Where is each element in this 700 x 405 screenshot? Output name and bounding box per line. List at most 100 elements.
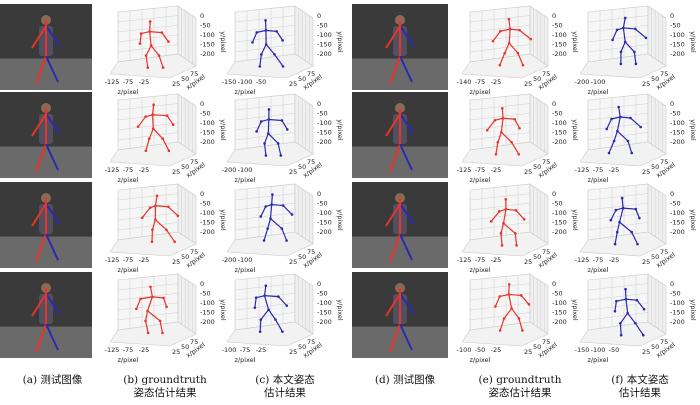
skeleton-bone: [618, 106, 621, 118]
z-axis-label: z/pixel: [118, 88, 139, 96]
skeleton-bone: [148, 128, 154, 139]
skeleton-joint: [269, 217, 272, 220]
skeleton-joint: [518, 126, 521, 130]
skeleton-bone: [621, 198, 624, 209]
skeleton-bone: [31, 113, 47, 137]
skeleton-bone: [500, 223, 505, 234]
skeleton-joint: [253, 306, 257, 309]
skeleton-bone: [399, 25, 415, 47]
skeleton-joint: [151, 295, 154, 299]
skeleton-joint: [634, 321, 637, 325]
z-tick-label: -75: [123, 78, 134, 86]
x-tick-label: 25: [524, 348, 532, 356]
z-tick-label: -50: [475, 346, 486, 354]
skeleton-joint: [616, 129, 619, 133]
y-tick-label: -200: [552, 318, 567, 326]
z-tick-label: -50: [256, 78, 267, 86]
skeleton-bone: [150, 45, 160, 56]
skeleton-bone: [511, 308, 520, 319]
z-tick-label: -25: [256, 346, 267, 354]
skeleton-joint: [267, 118, 271, 121]
skeleton-bone: [269, 204, 273, 219]
z-axis-label: z/pixel: [235, 176, 256, 184]
skeleton-bone: [627, 140, 633, 154]
skeleton-bone: [519, 29, 532, 40]
skeleton-bone: [502, 209, 507, 224]
skeleton-joint: [615, 28, 619, 32]
y-tick-label: -200: [317, 50, 332, 58]
skeleton-joint: [263, 294, 266, 297]
caption-line: (c) 本文姿态: [255, 374, 315, 386]
skeleton-joint: [136, 125, 140, 128]
skeleton-bone: [267, 218, 272, 229]
x-tick-label: 25: [172, 258, 180, 266]
skeleton-joint: [290, 213, 294, 216]
z-axis-label: z/pixel: [235, 356, 256, 364]
skeleton-bone: [495, 142, 499, 155]
y-tick-label: -150: [670, 219, 685, 227]
y-tick-label: -150: [670, 41, 685, 49]
skeleton-joint: [267, 308, 270, 311]
z-tick-label: -100: [238, 166, 253, 174]
caption-line: (e) groundtruth: [478, 374, 562, 386]
skeleton-joint: [259, 318, 263, 321]
z-tick-label: -100: [238, 256, 253, 264]
skeleton-joint: [624, 297, 628, 301]
skeleton-joint: [259, 215, 263, 218]
z-tick-label: -75: [240, 346, 251, 354]
y-tick-label: -50: [317, 110, 328, 118]
skeleton-bone: [633, 51, 637, 64]
skeleton-bone: [251, 32, 258, 43]
skeleton-bone: [35, 323, 47, 353]
pose-plot-e: 0 -50-100 -150-200 y/pixel -125 -75 -25z/pixel…: [457, 183, 579, 274]
skeleton-bone: [256, 121, 262, 132]
skeleton-bone: [500, 131, 512, 143]
y-axis-label: y/pixel: [689, 119, 697, 141]
skeleton-joint: [504, 208, 508, 211]
skeleton-joint: [171, 123, 175, 126]
z-tick-label: -125: [575, 256, 590, 264]
y-tick-label: 0: [200, 100, 204, 108]
z-tick-label: -25: [491, 256, 502, 264]
z-tick-label: -200: [575, 78, 590, 86]
y-tick-label: -50: [670, 290, 681, 298]
y-axis-label: y/pixel: [571, 119, 579, 141]
y-tick-label: -100: [317, 31, 332, 39]
skeleton-joint: [498, 295, 502, 298]
y-tick-label: -150: [552, 309, 567, 317]
skeleton-joint: [135, 307, 138, 311]
skeleton-bone: [149, 31, 152, 46]
y-tick-label: -150: [552, 41, 567, 49]
skeleton-joint: [501, 106, 504, 110]
skeleton-bone: [260, 309, 270, 321]
skeleton-bone: [492, 30, 501, 42]
y-tick-label: 0: [200, 190, 204, 198]
skeleton-bone: [146, 296, 153, 312]
caption-f: (f) 本文姿态 估计结果: [580, 374, 700, 400]
skeleton-joint: [165, 114, 169, 117]
skeleton-joint: [162, 296, 165, 300]
skeleton-bone: [162, 138, 170, 151]
y-tick-label: -50: [317, 290, 328, 298]
skeleton-bone: [256, 295, 265, 299]
skeleton-joint: [264, 19, 267, 22]
skeleton-bone: [31, 293, 47, 317]
caption-line: (d) 测试图像: [374, 374, 436, 386]
skeleton-bone: [268, 118, 282, 122]
skeleton-joint: [161, 331, 164, 335]
y-tick-label: -50: [670, 200, 681, 208]
skeleton-joint: [507, 293, 511, 296]
skeleton-joint: [517, 317, 521, 320]
x-tick-label: 25: [524, 168, 532, 176]
y-tick-label: -200: [670, 318, 685, 326]
y-tick-label: -50: [200, 22, 211, 30]
z-axis-label: z/pixel: [588, 176, 609, 184]
x-tick-label: 75: [542, 158, 550, 166]
x-tick-label: 50: [181, 343, 189, 351]
y-tick-label: -100: [670, 299, 685, 307]
skeleton-joint: [499, 29, 502, 33]
y-tick-label: -150: [200, 129, 215, 137]
skeleton-bone: [515, 209, 525, 220]
z-tick-label: -75: [593, 256, 604, 264]
